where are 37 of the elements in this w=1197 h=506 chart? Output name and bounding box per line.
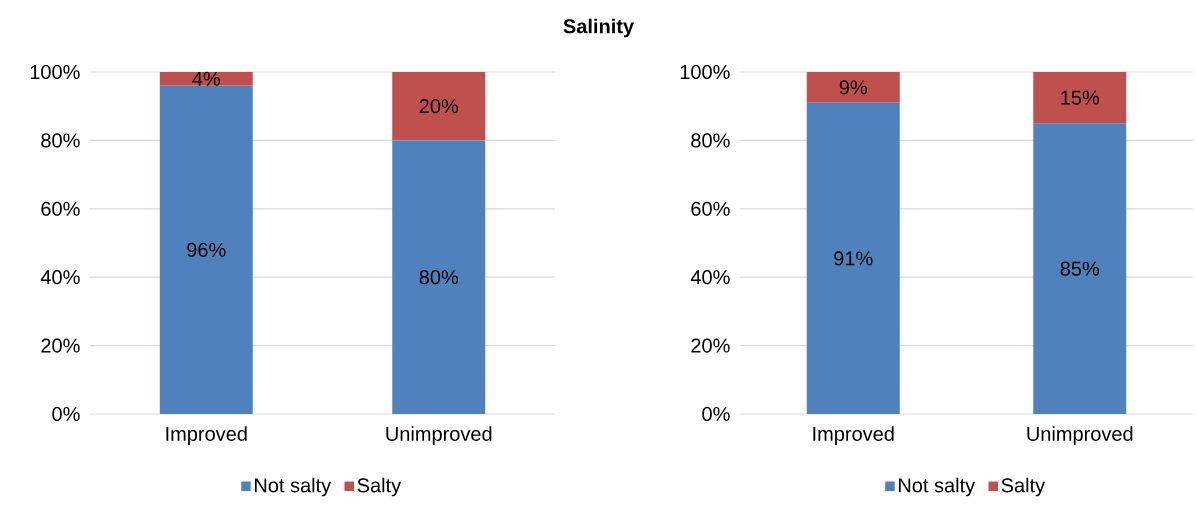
data-label: 96% xyxy=(187,242,226,257)
x-tick-label: Improved xyxy=(813,426,894,445)
data-label: 91% xyxy=(834,251,873,266)
data-label: 4% xyxy=(192,71,220,86)
y-tick-label: 100% xyxy=(680,64,730,80)
legend-label: Not salty xyxy=(899,477,976,497)
y-tick-label: 80% xyxy=(691,133,730,148)
text: Salinity xyxy=(563,18,634,38)
y-tick-label: 80% xyxy=(41,133,80,148)
y-tick-label: 100% xyxy=(30,64,80,80)
bar xyxy=(806,102,900,414)
y-tick-label: 60% xyxy=(691,201,730,216)
bar xyxy=(806,71,900,103)
bar xyxy=(1033,71,1127,124)
x-tick-label: Unimproved xyxy=(386,426,492,445)
data-label: 80% xyxy=(419,270,459,285)
legend-label: Salty xyxy=(357,477,402,497)
legend-label: Not salty xyxy=(255,477,332,497)
bar xyxy=(392,140,486,414)
y-tick-label: 60% xyxy=(41,201,80,216)
y-tick-label: 0% xyxy=(52,406,80,422)
y-tick-label: 0% xyxy=(702,406,730,422)
data-label: 20% xyxy=(419,99,459,114)
legend-label: Salty xyxy=(1001,477,1046,497)
y-tick-label: 40% xyxy=(40,270,80,285)
y-tick-label: 20% xyxy=(41,338,80,353)
data-label: 9% xyxy=(839,80,867,95)
data-label: 15% xyxy=(1061,90,1100,105)
bar xyxy=(159,71,253,86)
y-tick-label: 40% xyxy=(690,270,730,285)
data-label: 85% xyxy=(1060,261,1100,276)
y-tick-label: 20% xyxy=(691,338,730,353)
bar xyxy=(392,71,486,141)
bar xyxy=(159,85,253,414)
x-tick-label: Unimproved xyxy=(1027,426,1133,445)
bar xyxy=(1033,123,1127,414)
x-tick-label: Improved xyxy=(166,426,247,445)
